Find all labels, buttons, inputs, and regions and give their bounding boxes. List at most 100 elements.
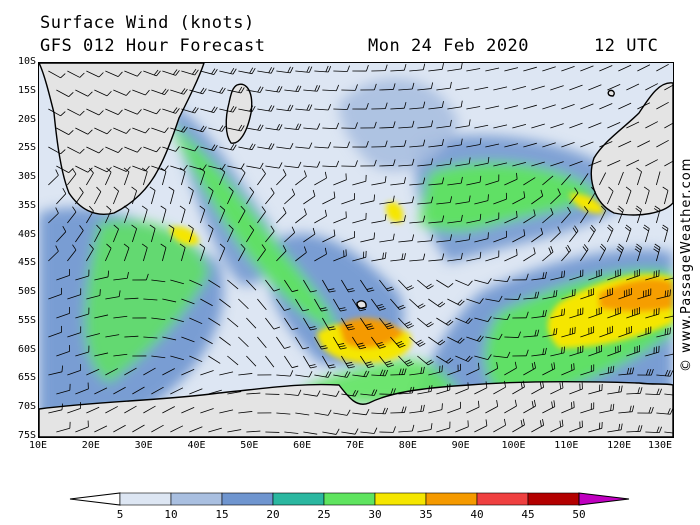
wind-barb [189, 388, 203, 395]
wind-barb [303, 431, 318, 435]
wind-barb [599, 243, 607, 262]
wind-barb [151, 88, 169, 96]
wind-barb [200, 408, 214, 414]
wind-barb [447, 401, 461, 414]
wind-barb [105, 70, 123, 77]
wind-barb [626, 83, 640, 91]
latitude-label: 60S [17, 343, 36, 355]
wind-barb [466, 251, 482, 262]
wind-barb [417, 234, 434, 243]
wind-barb [626, 307, 641, 319]
forecast-label: GFS 012 Hour Forecast [40, 36, 266, 56]
wind-barb [531, 161, 545, 167]
wind-barb [303, 161, 321, 168]
latitude-label: 75S [17, 430, 36, 441]
latitude-label: 25S [17, 142, 36, 154]
wind-barb [531, 123, 545, 129]
wind-barb [618, 64, 632, 72]
wind-barb [227, 163, 245, 170]
wind-barb [341, 389, 359, 397]
wind-barb [86, 205, 94, 224]
wind-barb [607, 423, 623, 433]
wind-barb [485, 67, 500, 72]
wind-barb [341, 317, 355, 331]
wind-barb [485, 143, 500, 148]
wind-barb [485, 333, 503, 340]
wind-barb [276, 336, 291, 349]
wind-barb [199, 205, 206, 224]
wind-barb [455, 119, 471, 129]
colorbar-tick-label: 50 [572, 508, 586, 521]
wind-barb [625, 186, 632, 205]
wind-barb [48, 169, 59, 186]
wind-barb [295, 66, 313, 73]
wind-barb [626, 269, 641, 281]
wind-barb [493, 162, 508, 167]
coastline [590, 82, 673, 216]
wind-barb [276, 169, 287, 186]
wind-barb [588, 383, 603, 395]
colorbar-swatch [323, 492, 376, 506]
wind-barb [607, 306, 621, 319]
wind-barb [523, 209, 536, 224]
wind-barb [390, 336, 406, 348]
wind-barb [447, 176, 463, 186]
wind-barb [181, 106, 199, 114]
wind-barb [314, 209, 327, 224]
wind-barb [113, 386, 126, 395]
wind-barb [485, 400, 499, 414]
wind-barb [371, 252, 387, 262]
wind-barb [371, 176, 387, 186]
wind-barb [75, 420, 89, 433]
wind-speed-region [599, 278, 673, 312]
wind-barb [531, 347, 547, 357]
wind-barb [523, 291, 540, 300]
wind-barb [170, 164, 188, 171]
coastline [225, 83, 253, 144]
wind-barb [550, 419, 564, 433]
wind-barb [67, 146, 85, 154]
wind-barb [75, 269, 90, 281]
latitude-label: 45S [17, 257, 36, 269]
wind-barb [207, 186, 214, 205]
wind-barb [455, 382, 469, 395]
wind-speed-region [339, 78, 459, 171]
wind-barb [246, 224, 255, 243]
wind-barb [398, 234, 415, 243]
wind-barb [284, 355, 299, 369]
land-masses [39, 63, 673, 437]
wind-barb [48, 70, 66, 79]
wind-barb [333, 65, 350, 72]
wind-barb [542, 400, 556, 414]
wind-barb [531, 227, 544, 243]
colorbar-tick-label: 35 [419, 508, 433, 521]
wind-barb [141, 243, 148, 262]
wind-barb [504, 361, 517, 376]
wind-barb [436, 355, 454, 364]
wind-barb [626, 345, 641, 357]
wind-barb [569, 187, 579, 205]
wind-barb [512, 229, 526, 243]
wind-barb [599, 65, 613, 72]
wind-barb [295, 246, 307, 262]
wind-barb [409, 139, 426, 148]
wind-barb [168, 186, 175, 205]
wind-barb [561, 174, 571, 186]
wind-barb [352, 212, 367, 224]
wind-barb [428, 101, 444, 110]
wind-barb [341, 160, 358, 167]
wind-barb [637, 102, 651, 110]
wind-barb [48, 207, 59, 224]
wind-barb [656, 101, 669, 110]
wind-barb [132, 273, 149, 281]
wind-barb [322, 428, 340, 435]
wind-barb [561, 288, 576, 300]
wind-barb [170, 279, 184, 285]
wind-barb [246, 162, 264, 169]
wind-barb [588, 186, 596, 205]
wind-barb [493, 275, 511, 283]
wind-speed-region [386, 202, 404, 223]
wind-barb [181, 298, 195, 305]
wind-barb [181, 368, 195, 376]
wind-barb [284, 389, 302, 396]
